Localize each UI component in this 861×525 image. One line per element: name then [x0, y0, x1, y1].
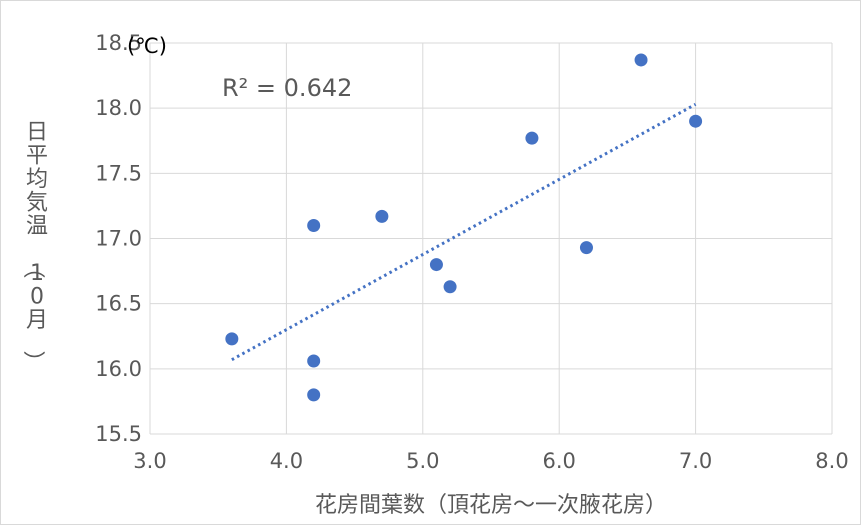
tick-labels: 15.5 16.0 16.5 17.0 17.5 18.0 18.5 3.0 4.0 5.0 6.0… [95, 31, 848, 473]
data-point-8 [579, 241, 593, 255]
data-point-4 [375, 209, 389, 223]
data-point-1 [307, 218, 321, 232]
data-point-3 [307, 388, 321, 402]
x-tick-label-1: 4.0 [270, 449, 303, 473]
data-point-7 [525, 131, 539, 145]
y-tick-label-3: 17.0 [95, 227, 142, 251]
gridlines [149, 42, 833, 435]
data-points [225, 53, 703, 402]
x-tick-label-3: 6.0 [542, 449, 575, 473]
y-tick-label-5: 18.0 [95, 96, 142, 120]
x-tick-label-4: 7.0 [679, 449, 712, 473]
trendline [231, 102, 697, 362]
y-tick-label-6: 18.5 [95, 31, 142, 55]
x-tick-label-2: 5.0 [406, 449, 439, 473]
data-point-10 [689, 114, 703, 128]
data-point-2 [307, 354, 321, 368]
x-axis-title: 花房間葉数（頂花房〜一次腋花房） [315, 493, 667, 518]
x-tick-label-0: 3.0 [133, 449, 166, 473]
data-point-0 [225, 332, 239, 346]
data-point-6 [443, 280, 457, 294]
trendline-layer [231, 102, 697, 362]
r-squared-annotation: R² = 0.642 [222, 74, 352, 102]
y-tick-label-4: 17.5 [95, 161, 142, 185]
y-tick-label-1: 16.0 [95, 357, 142, 381]
x-tick-label-5: 8.0 [815, 449, 848, 473]
data-point-9 [634, 53, 648, 67]
y-tick-label-0: 15.5 [95, 422, 142, 446]
data-point-5 [429, 258, 443, 272]
y-axis-title: 日平均気温（1 0 月） [20, 120, 48, 373]
y-tick-label-2: 16.5 [95, 292, 142, 316]
y-axis-unit: (℃) [127, 34, 167, 58]
